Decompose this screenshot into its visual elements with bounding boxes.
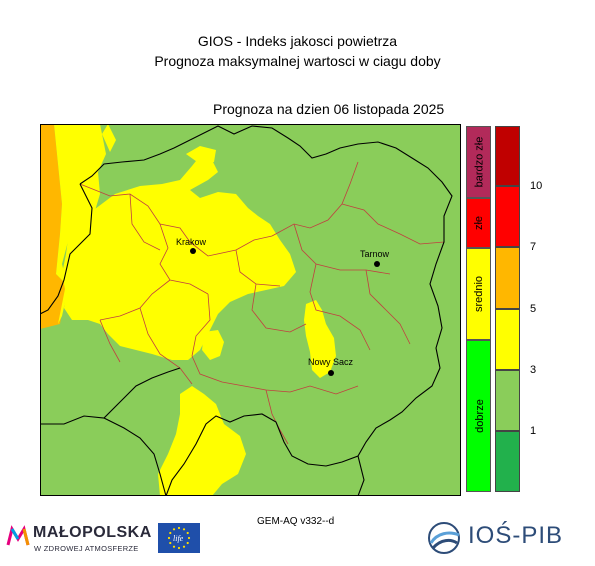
city-label: Nowy Sacz — [308, 357, 354, 367]
scale-tick: 1 — [530, 425, 537, 437]
city-label: Krakow — [176, 237, 207, 247]
scale-tick: 5 — [530, 303, 537, 315]
yellow-region-nowy-sacz — [304, 300, 336, 378]
forecast-date: Prognoza na dzien 06 listopada 2025 — [213, 101, 445, 117]
malopolska-title: MAŁOPOLSKA — [33, 524, 152, 541]
map-subtitle: Prognoza maksymalnej wartosci w ciagu do… — [154, 53, 441, 69]
city-label: Tarnow — [360, 249, 390, 259]
ios-pib-text: IOŚ-PIB — [468, 522, 564, 549]
city-krakow: Krakow — [176, 237, 207, 254]
city-marker — [328, 370, 334, 376]
county-borders — [79, 161, 445, 445]
forecast-map: Krakow Tarnow Nowy Sacz — [40, 124, 461, 496]
orange-region — [40, 124, 66, 329]
scale-band-1 — [495, 370, 520, 431]
yellow-region-south-small — [192, 394, 204, 412]
model-version: GEM-AQ v332--d — [257, 516, 335, 527]
category-label: dobrze — [473, 399, 486, 433]
yellow-region-main — [62, 156, 296, 360]
category-zle: złe — [466, 198, 491, 248]
map-title: GIOS - Indeks jakosci powietrza — [197, 33, 398, 49]
scale-band-5 — [495, 247, 520, 309]
category-bardzo-zle: bardzo złe — [466, 126, 491, 198]
eu-life-text: life — [173, 534, 184, 543]
category-label: bardzo złe — [473, 136, 486, 188]
category-label: srednio — [473, 275, 486, 313]
yellow-region-center — [202, 330, 224, 360]
eu-life-logo-icon: life — [158, 523, 200, 553]
scale-tick: 3 — [530, 364, 537, 376]
city-tarnow: Tarnow — [360, 249, 390, 267]
scale-band-10 — [495, 126, 520, 186]
city-marker — [190, 248, 196, 254]
scale-tick: 10 — [530, 180, 543, 192]
scale-band-3 — [495, 309, 520, 370]
city-marker — [374, 261, 380, 267]
scale-tick: 7 — [530, 241, 537, 253]
category-dobrze: dobrze — [466, 340, 491, 492]
map-frame — [40, 124, 461, 496]
ios-pib-logo-icon — [428, 522, 460, 554]
malopolska-logo-icon — [6, 525, 30, 546]
malopolska-subtitle: W ZDROWEJ ATMOSFERZE — [34, 544, 139, 553]
category-label: złe — [473, 215, 486, 231]
category-srednio: srednio — [466, 248, 491, 340]
region-outline — [40, 125, 453, 496]
city-nowy-sacz: Nowy Sacz — [308, 357, 354, 376]
scale-band-7 — [495, 186, 520, 247]
scale-band-0 — [495, 431, 520, 492]
yellow-region-north — [102, 124, 216, 164]
